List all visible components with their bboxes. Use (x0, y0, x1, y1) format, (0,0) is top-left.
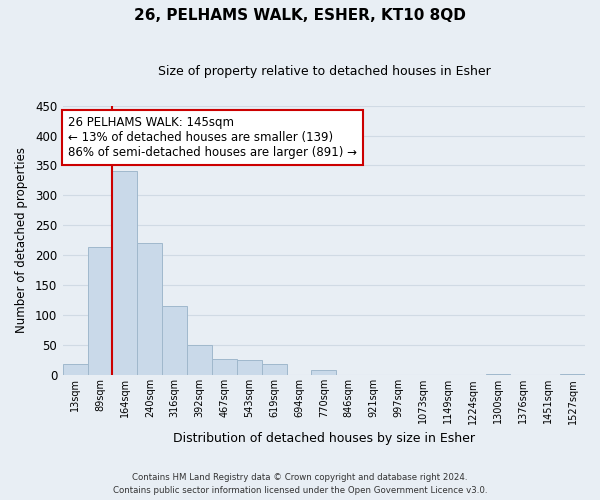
Text: 26, PELHAMS WALK, ESHER, KT10 8QD: 26, PELHAMS WALK, ESHER, KT10 8QD (134, 8, 466, 22)
Y-axis label: Number of detached properties: Number of detached properties (15, 148, 28, 334)
Text: 26 PELHAMS WALK: 145sqm
← 13% of detached houses are smaller (139)
86% of semi-d: 26 PELHAMS WALK: 145sqm ← 13% of detache… (68, 116, 357, 160)
Bar (162, 306, 187, 376)
Bar (88, 247, 112, 376)
Bar (262, 364, 287, 376)
Bar (485, 374, 511, 376)
Bar (187, 346, 212, 376)
Bar (311, 370, 337, 376)
Bar (237, 360, 262, 376)
Bar (560, 374, 585, 376)
Bar (137, 244, 162, 376)
X-axis label: Distribution of detached houses by size in Esher: Distribution of detached houses by size … (173, 432, 475, 445)
Bar (63, 364, 88, 376)
Text: Contains HM Land Registry data © Crown copyright and database right 2024.
Contai: Contains HM Land Registry data © Crown c… (113, 473, 487, 495)
Bar (112, 172, 137, 376)
Title: Size of property relative to detached houses in Esher: Size of property relative to detached ho… (157, 65, 490, 78)
Bar (212, 359, 237, 376)
